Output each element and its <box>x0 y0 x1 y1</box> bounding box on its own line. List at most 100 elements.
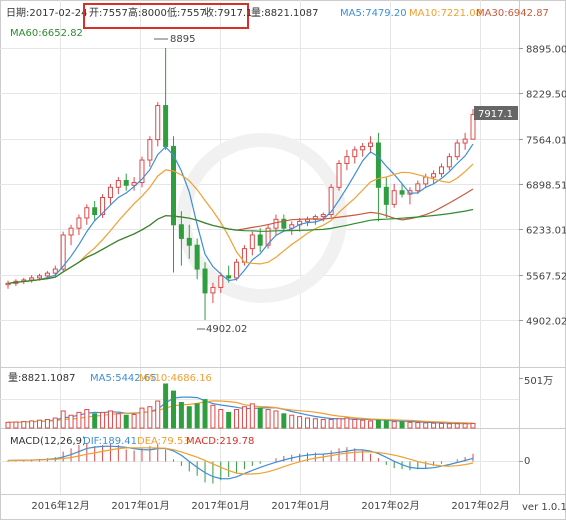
candle-up <box>360 145 366 151</box>
volume-axis-label: 501万 <box>524 376 553 387</box>
volume-ma5-label: MA5:5442.65 <box>90 373 157 384</box>
price-tick-label: 7564.01 <box>526 136 566 147</box>
volume-bar <box>155 400 161 429</box>
candle-down <box>123 179 129 186</box>
volume-bar <box>68 414 74 429</box>
volume-bar <box>336 418 342 429</box>
volume-bar <box>234 409 240 429</box>
volume-bar <box>312 418 318 429</box>
volume-bar <box>21 421 27 429</box>
time-tick-label: 2017年01月 <box>191 499 249 512</box>
volume-bar <box>92 413 98 429</box>
low-marker-label: 4902.02 <box>206 324 247 335</box>
candle-up <box>155 105 161 141</box>
macd-dea-label: DEA:79.53 <box>137 436 190 447</box>
candle-up <box>470 114 476 140</box>
volume-bar <box>431 422 437 429</box>
candle-down <box>163 105 169 147</box>
volume-bar <box>115 413 121 429</box>
candle-up <box>407 190 413 195</box>
candle-up <box>336 162 342 188</box>
axis-ticks: 8895.00 8229.50 7564.01 6898.51 6233.01 5567.… <box>31 45 566 513</box>
candle-up <box>320 214 326 218</box>
time-tick-label: 2017年02月 <box>361 499 419 512</box>
volume-bar <box>470 422 476 429</box>
ma10-line <box>7 163 474 284</box>
candle-up <box>368 142 374 147</box>
candle-up <box>147 139 153 161</box>
volume-bar <box>304 417 310 429</box>
candle-up <box>218 275 224 288</box>
volume-bar <box>100 411 106 429</box>
candle-up <box>107 186 113 199</box>
high-marker: 8895 <box>154 34 195 45</box>
header-ma60: MA60:6652.82 <box>10 28 83 39</box>
candle-up <box>454 142 460 158</box>
volume-bar <box>210 404 216 429</box>
candle-up <box>100 197 106 216</box>
header-close: 收:7917.1 <box>204 6 252 19</box>
volume-bar <box>186 406 192 429</box>
volume-bar <box>76 411 82 429</box>
candle-up <box>462 138 468 144</box>
price-tick-label: 6233.01 <box>526 226 566 237</box>
volume-bar <box>407 421 413 429</box>
candle-up <box>44 272 50 277</box>
volume-bar <box>52 417 58 429</box>
macd-value-label: MACD:219.78 <box>186 436 254 447</box>
candle-up <box>391 190 397 205</box>
volume-bar <box>163 383 169 429</box>
volume-bar <box>226 411 232 429</box>
high-marker-label: 8895 <box>170 34 195 45</box>
candle-up <box>423 176 429 185</box>
volume-bar <box>297 416 303 429</box>
candle-down <box>171 145 177 226</box>
candle-up <box>52 268 58 274</box>
volume-bar <box>257 407 263 429</box>
volume-bar <box>84 409 90 429</box>
volume-bar <box>44 418 50 429</box>
candle-up <box>328 186 334 216</box>
candle-up <box>76 217 82 229</box>
candle-up <box>415 183 421 192</box>
candle-down <box>257 234 263 246</box>
candle-down <box>375 142 381 188</box>
ma60-line <box>7 208 474 284</box>
header-open: 开:7557 <box>89 8 128 19</box>
header-low: 低:7557 <box>167 6 206 19</box>
volume-bar <box>131 414 137 429</box>
price-tick-label: 4902.02 <box>526 317 566 328</box>
volume-bar <box>147 406 153 429</box>
volume-bar <box>391 421 397 429</box>
low-marker: 4902.02 <box>197 324 247 335</box>
volume-bar <box>202 399 208 429</box>
header-date: 日期:2017-02-24 <box>6 7 87 19</box>
candle-down <box>399 190 405 195</box>
price-tick-label: 8229.50 <box>526 90 566 101</box>
candle-down <box>383 186 389 205</box>
volume-bar <box>360 419 366 429</box>
candle-down <box>178 224 184 239</box>
volume-bar <box>218 409 224 429</box>
ohlc-highlight-box <box>83 3 249 29</box>
macd-dea-line <box>7 447 474 475</box>
macd-histogram <box>7 442 474 484</box>
volume-bar <box>37 419 43 429</box>
candle-up <box>139 159 145 184</box>
volume-bar <box>423 422 429 429</box>
macd-dif-line <box>7 445 474 480</box>
volume-bar <box>328 418 334 429</box>
volume-bar <box>171 390 177 429</box>
price-tick-label: 8895.00 <box>526 45 566 56</box>
candle-up <box>84 207 90 219</box>
macd-dif-label: DIF:189.41 <box>83 436 137 447</box>
header-ma10: MA10:7221.08 <box>409 8 482 19</box>
candle-up <box>68 227 74 236</box>
volume-bar <box>123 414 129 429</box>
last-price-tag <box>474 106 518 120</box>
volume-bar <box>178 401 184 429</box>
candle-down <box>202 268 208 294</box>
volume-bar <box>13 421 19 429</box>
